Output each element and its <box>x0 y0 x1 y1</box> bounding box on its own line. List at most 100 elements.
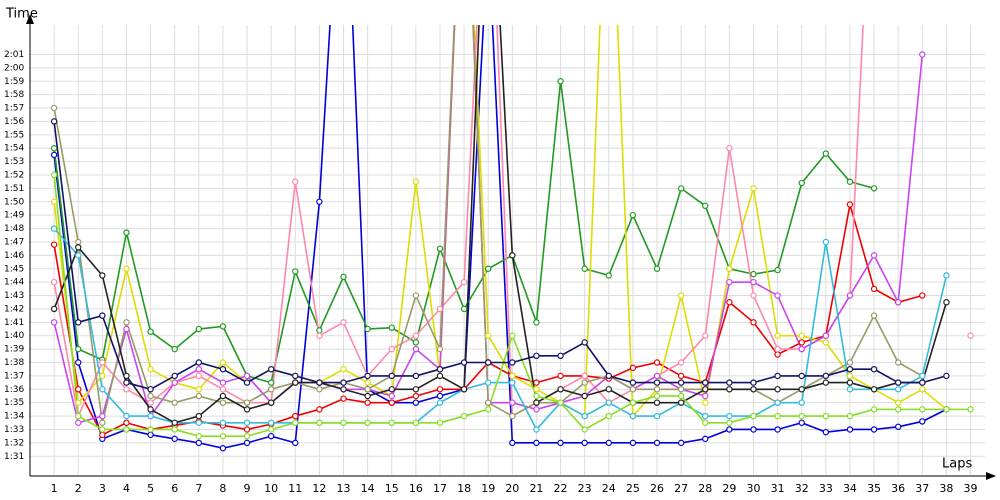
data-point <box>726 379 733 386</box>
data-point <box>822 379 830 386</box>
x-tick-label: 27 <box>674 482 688 495</box>
data-point <box>292 379 299 386</box>
data-point <box>846 426 854 433</box>
data-point <box>99 419 106 426</box>
data-point <box>750 185 757 192</box>
data-point <box>653 386 661 393</box>
data-point <box>243 379 251 386</box>
data-point <box>581 339 588 346</box>
data-point <box>943 406 950 413</box>
data-point <box>653 412 661 420</box>
x-tick-label: 4 <box>123 482 130 495</box>
data-point <box>219 419 227 426</box>
data-point <box>870 185 878 192</box>
data-point <box>726 265 733 272</box>
y-tick-label: 1:47 <box>4 237 24 247</box>
data-point <box>243 399 251 406</box>
y-tick-label: 1:38 <box>4 358 24 368</box>
data-point <box>412 332 420 339</box>
data-point <box>436 419 444 426</box>
x-tick-label: 14 <box>361 482 375 495</box>
x-tick-label: 21 <box>529 482 543 495</box>
x-tick-label: 13 <box>337 482 351 495</box>
data-point <box>243 439 251 447</box>
data-point <box>460 386 468 393</box>
data-point <box>460 278 468 286</box>
data-point <box>894 399 902 406</box>
data-point <box>702 399 709 406</box>
data-point <box>292 178 299 185</box>
data-point <box>123 372 130 380</box>
data-point <box>412 372 420 380</box>
data-point <box>557 439 564 447</box>
data-point <box>653 372 661 380</box>
x-tick-label: 29 <box>722 482 736 495</box>
data-point <box>460 412 468 420</box>
data-point <box>316 327 323 334</box>
data-point <box>243 406 251 413</box>
data-point <box>774 332 781 339</box>
data-point <box>919 51 926 58</box>
data-point <box>412 392 420 400</box>
data-point <box>533 399 540 406</box>
data-point <box>967 406 974 413</box>
data-point <box>750 278 757 286</box>
data-point <box>870 312 878 319</box>
data-point <box>195 439 203 447</box>
y-tick-label: 1:37 <box>4 371 24 381</box>
data-point <box>870 252 878 259</box>
data-point <box>605 439 612 447</box>
data-point <box>340 365 347 373</box>
data-point <box>533 319 540 326</box>
data-point <box>846 178 854 185</box>
data-point <box>243 419 251 426</box>
data-point <box>316 332 323 339</box>
data-point <box>846 365 854 373</box>
x-tick-label: 25 <box>626 482 640 495</box>
data-point <box>99 431 106 439</box>
data-point <box>340 386 347 393</box>
data-point <box>919 386 926 393</box>
x-tick-label: 26 <box>650 482 664 495</box>
data-point <box>774 266 781 274</box>
data-point <box>195 432 203 440</box>
data-point <box>846 386 854 393</box>
data-point <box>822 372 830 380</box>
data-point <box>581 426 588 433</box>
data-point <box>846 292 854 299</box>
data-point <box>171 435 178 443</box>
x-tick-label: 1 <box>51 482 58 495</box>
data-point <box>436 399 444 406</box>
data-point <box>774 372 781 380</box>
data-point <box>894 379 902 386</box>
data-point <box>581 392 588 400</box>
data-point <box>316 419 323 426</box>
data-point <box>50 319 58 326</box>
data-point <box>653 265 661 272</box>
data-point <box>412 345 420 353</box>
data-point <box>677 399 685 406</box>
x-tick-label: 28 <box>698 482 712 495</box>
data-point <box>653 359 661 366</box>
data-point <box>653 399 661 406</box>
data-point <box>750 270 757 278</box>
series-line <box>53 25 947 450</box>
data-point <box>123 319 130 326</box>
data-point <box>533 406 540 413</box>
x-tick-label: 33 <box>819 482 833 495</box>
data-point <box>894 386 902 393</box>
data-point <box>147 431 154 439</box>
y-tick-label: 1:53 <box>4 157 24 167</box>
data-point <box>436 245 444 252</box>
data-point <box>195 392 203 400</box>
x-tick-label: 16 <box>409 482 423 495</box>
y-tick-label: 2:00 <box>4 63 24 73</box>
data-point <box>677 392 685 400</box>
data-point <box>195 419 203 426</box>
data-point <box>75 345 82 353</box>
data-point <box>412 178 420 185</box>
data-point <box>822 332 830 339</box>
data-point <box>846 372 854 380</box>
data-point <box>581 265 588 272</box>
y-tick-label: 1:36 <box>4 385 24 395</box>
